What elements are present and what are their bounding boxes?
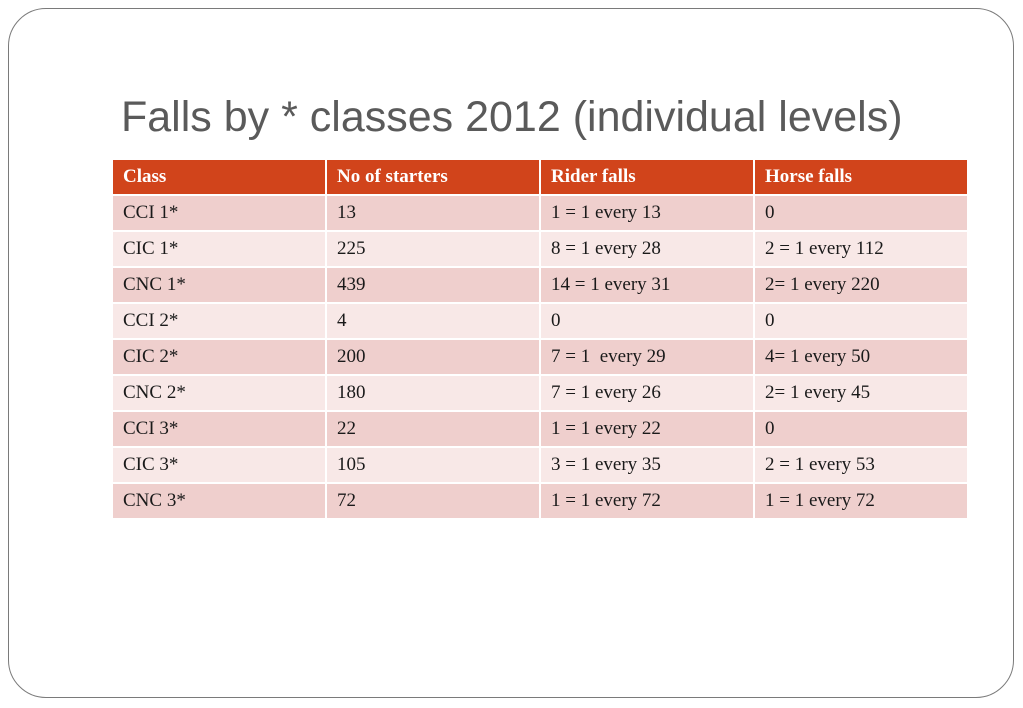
header-starters: No of starters	[325, 158, 541, 196]
cell-rider-falls: 1 = 1 every 22	[539, 410, 755, 448]
cell-starters: 200	[325, 338, 541, 376]
cell-rider-falls: 14 = 1 every 31	[539, 266, 755, 304]
cell-horse-falls: 2= 1 every 45	[753, 374, 969, 412]
cell-starters: 72	[325, 482, 541, 520]
cell-starters: 180	[325, 374, 541, 412]
cell-starters: 22	[325, 410, 541, 448]
cell-horse-falls: 2= 1 every 220	[753, 266, 969, 304]
cell-class: CNC 1*	[111, 266, 327, 304]
falls-table: Class No of starters Rider falls Horse f…	[111, 158, 969, 520]
cell-class: CCI 2*	[111, 302, 327, 340]
cell-horse-falls: 2 = 1 every 112	[753, 230, 969, 268]
cell-rider-falls: 3 = 1 every 35	[539, 446, 755, 484]
cell-starters: 4	[325, 302, 541, 340]
cell-rider-falls: 7 = 1 every 26	[539, 374, 755, 412]
table-row: CCI 3* 22 1 = 1 every 22 0	[111, 410, 969, 448]
cell-starters: 225	[325, 230, 541, 268]
cell-starters: 105	[325, 446, 541, 484]
cell-horse-falls: 0	[753, 410, 969, 448]
cell-horse-falls: 4= 1 every 50	[753, 338, 969, 376]
cell-class: CIC 1*	[111, 230, 327, 268]
cell-horse-falls: 1 = 1 every 72	[753, 482, 969, 520]
cell-rider-falls: 8 = 1 every 28	[539, 230, 755, 268]
cell-class: CIC 3*	[111, 446, 327, 484]
table-row: CIC 2* 200 7 = 1 every 29 4= 1 every 50	[111, 338, 969, 376]
cell-rider-falls: 1 = 1 every 13	[539, 194, 755, 232]
table-row: CNC 3* 72 1 = 1 every 72 1 = 1 every 72	[111, 482, 969, 520]
cell-rider-falls: 1 = 1 every 72	[539, 482, 755, 520]
cell-class: CNC 3*	[111, 482, 327, 520]
cell-starters: 13	[325, 194, 541, 232]
cell-class: CCI 1*	[111, 194, 327, 232]
table-header-row: Class No of starters Rider falls Horse f…	[111, 158, 969, 196]
table-row: CCI 1* 13 1 = 1 every 13 0	[111, 194, 969, 232]
table-row: CCI 2* 4 0 0	[111, 302, 969, 340]
header-rider-falls: Rider falls	[539, 158, 755, 196]
cell-class: CCI 3*	[111, 410, 327, 448]
cell-starters: 439	[325, 266, 541, 304]
cell-horse-falls: 2 = 1 every 53	[753, 446, 969, 484]
table-row: CNC 1* 439 14 = 1 every 31 2= 1 every 22…	[111, 266, 969, 304]
table-row: CNC 2* 180 7 = 1 every 26 2= 1 every 45	[111, 374, 969, 412]
table-row: CIC 3* 105 3 = 1 every 35 2 = 1 every 53	[111, 446, 969, 484]
slide-title: Falls by * classes 2012 (individual leve…	[121, 93, 903, 141]
cell-rider-falls: 7 = 1 every 29	[539, 338, 755, 376]
cell-rider-falls: 0	[539, 302, 755, 340]
slide: Falls by * classes 2012 (individual leve…	[8, 8, 1014, 698]
cell-horse-falls: 0	[753, 194, 969, 232]
table-row: CIC 1* 225 8 = 1 every 28 2 = 1 every 11…	[111, 230, 969, 268]
cell-class: CNC 2*	[111, 374, 327, 412]
header-class: Class	[111, 158, 327, 196]
cell-horse-falls: 0	[753, 302, 969, 340]
cell-class: CIC 2*	[111, 338, 327, 376]
header-horse-falls: Horse falls	[753, 158, 969, 196]
